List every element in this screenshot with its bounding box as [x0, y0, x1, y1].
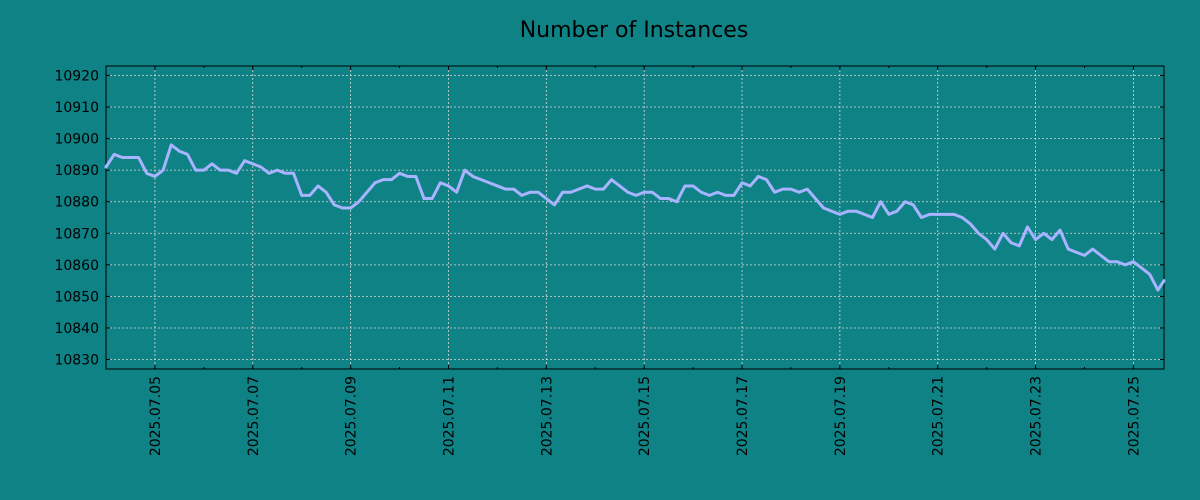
y-tick-label: 10870	[54, 226, 99, 242]
y-tick-label: 10920	[54, 68, 99, 84]
y-tick-label: 10890	[54, 163, 99, 179]
x-tick-label: 2025.07.09	[344, 376, 360, 456]
x-tick-label: 2025.07.17	[735, 376, 751, 456]
chart-title: Number of Instances	[520, 18, 749, 43]
x-tick-label: 2025.07.05	[148, 376, 164, 456]
x-tick-label: 2025.07.07	[246, 376, 262, 456]
gridlines	[106, 66, 1164, 369]
y-tick-label: 10910	[54, 100, 99, 116]
x-tick-label: 2025.07.15	[637, 376, 653, 456]
x-tick-label: 2025.07.21	[931, 376, 947, 456]
x-tick-label: 2025.07.23	[1029, 376, 1045, 456]
plot-area-frame	[105, 65, 1165, 370]
y-tick-label: 10850	[54, 289, 99, 305]
series-group	[104, 143, 1166, 292]
y-tick-label: 10830	[54, 353, 99, 369]
x-tick-label: 2025.07.25	[1126, 376, 1142, 456]
x-tick-label: 2025.07.11	[441, 376, 457, 456]
x-tick-label: 2025.07.13	[539, 376, 555, 456]
y-tick-label: 10880	[54, 195, 99, 211]
y-axis: 10830 10840 10850 10860 10870 10880 10890 10900…	[54, 68, 99, 368]
y-tick-label: 10840	[54, 321, 99, 337]
y-tick-label: 10860	[54, 258, 99, 274]
series-line	[104, 143, 1166, 292]
y-tick-label: 10900	[54, 132, 99, 148]
x-tick-label: 2025.07.19	[833, 376, 849, 456]
axis-ticks	[105, 66, 1164, 369]
x-axis: 2025.07.05 2025.07.07 2025.07.09 2025.07.11…	[148, 376, 1142, 456]
